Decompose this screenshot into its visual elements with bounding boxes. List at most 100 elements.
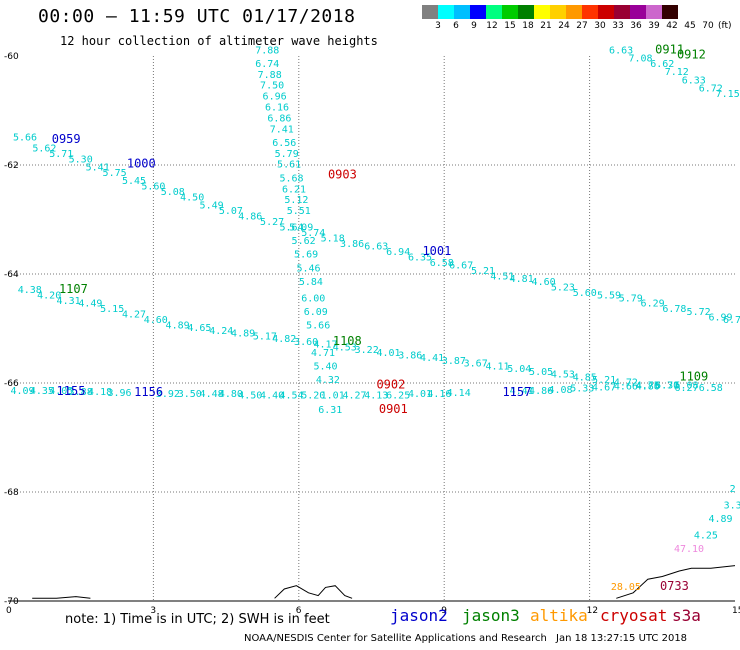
wave-height-label: 2 [730, 484, 736, 495]
wave-height-label: 4.50 [238, 390, 262, 401]
legend-s3a: s3a [672, 606, 701, 625]
wave-height-label: 5.51 [287, 206, 311, 217]
wave-height-label: 4.38 [18, 285, 42, 296]
wave-height-label: 4.50 [180, 192, 204, 203]
wave-height-label: 5.69 [294, 250, 318, 261]
wave-height-label: 5.41 [86, 163, 110, 174]
y-tick-label: -68 [4, 488, 19, 498]
colorbar-swatch [486, 5, 502, 19]
wave-height-label: 5.72 [687, 307, 711, 318]
colorbar-label: 21 [540, 21, 552, 31]
y-tick-label: -62 [4, 161, 19, 171]
wave-height-label: 4.85 [573, 372, 597, 383]
colorbar-label: 18 [522, 21, 534, 31]
colorbar-swatch [534, 5, 550, 19]
wave-height-label: 5.45 [122, 176, 146, 187]
colorbar-swatch [566, 5, 582, 19]
wave-height-label: 5.27 [260, 217, 284, 228]
footer-credit: NOAA/NESDIS Center for Satellite Applica… [244, 633, 547, 644]
wave-height-label: 4.24 [209, 326, 233, 337]
wave-height-label: 5.64 [279, 222, 303, 233]
wave-height-label: 4.65 [187, 323, 211, 334]
wave-height-label: 4.82 [272, 334, 296, 345]
x-tick-label: 9 [441, 606, 447, 616]
note-text: note: 1) Time is in UTC; 2) SWH is in fe… [65, 612, 330, 627]
wave-height-label: 6.35 [408, 252, 432, 263]
colorbar-label: 6 [453, 21, 459, 31]
wave-height-label: 4.08 [548, 385, 572, 396]
wave-height-label: 6.30 [655, 380, 679, 391]
time-label: 1157 [502, 385, 531, 399]
wave-height-label: 6.63 [609, 45, 633, 56]
coastline [32, 596, 91, 599]
wave-height-label: 6.25 [386, 390, 410, 401]
wave-height-label: 5.75 [103, 168, 127, 179]
wave-height-label: 7.88 [255, 45, 279, 56]
time-label: 0959 [52, 132, 81, 146]
time-label: 0902 [376, 377, 405, 391]
colorbar-label: 27 [576, 21, 588, 31]
wave-height-label: 5.60 [573, 288, 597, 299]
colorbar-swatch [422, 5, 438, 19]
wave-height-label: 6.67 [449, 261, 473, 272]
colorbar-label: 9 [471, 21, 477, 31]
wave-height-label: 4.48 [200, 389, 224, 400]
wave-height-label: 4.60 [532, 277, 556, 288]
y-tick-label: -66 [4, 379, 19, 389]
colorbar-swatch [438, 5, 454, 19]
wave-height-label: 3.86 [398, 351, 422, 362]
wave-height-label: 4.89 [708, 514, 732, 525]
colorbar-label: 3 [435, 21, 441, 31]
footer-timestamp: Jan 18 13:27:15 UTC 2018 [556, 633, 688, 644]
wave-height-label: 5.59 [597, 291, 621, 302]
time-label: 1109 [679, 369, 708, 383]
chart-subtitle: 12 hour collection of altimeter wave hei… [60, 34, 378, 48]
x-tick-label: 6 [296, 606, 302, 616]
wave-height-label: 4.89 [166, 321, 190, 332]
wave-height-label: 5.46 [296, 263, 320, 274]
wave-height-label: 4.09 [10, 386, 34, 397]
wave-height-label: 6.94 [386, 247, 410, 258]
wave-height-label: 6.27 [674, 383, 698, 394]
x-tick-label: 15 [732, 606, 740, 616]
time-label: 1107 [59, 282, 88, 296]
wave-height-label: 4.16 [427, 389, 451, 400]
wave-height-label: 5.18 [321, 233, 345, 244]
wave-height-label: 3.3 [724, 500, 740, 511]
colorbar-swatch [630, 5, 646, 19]
wave-height-label: 6.58 [699, 383, 723, 394]
colorbar-label: 12 [486, 21, 498, 31]
wave-height-label: 4.27 [122, 310, 146, 321]
wave-height-label: 5.04 [507, 364, 531, 375]
wave-height-label: 6.86 [267, 113, 291, 124]
wave-height-label: 5.62 [32, 143, 56, 154]
wave-height-label: 7.08 [628, 54, 652, 65]
colorbar-label: 36 [630, 21, 642, 31]
y-tick-label: -60 [4, 52, 19, 62]
wave-height-label: 4.41 [510, 386, 534, 397]
wave-height-label: 6.09 [304, 307, 328, 318]
wave-height-label: 4.86 [238, 212, 262, 223]
wave-height-label: 3.86 [340, 239, 364, 250]
wave-height-label: 5.07 [219, 206, 243, 217]
wave-height-label: 4.53 [333, 342, 357, 353]
wave-height-label: 4.40 [260, 390, 284, 401]
wave-height-label: 3.67 [464, 359, 488, 370]
wave-height-label: 4.25 [694, 530, 718, 541]
wave-height-label: 5.21 [471, 266, 495, 277]
colorbar-label: 30 [594, 21, 606, 31]
time-label: 0733 [660, 579, 689, 593]
time-label: 1000 [127, 157, 156, 171]
wave-height-label: 4.41 [420, 353, 444, 364]
wave-height-label: 5.71 [655, 380, 679, 391]
x-tick-label: 0 [6, 606, 12, 616]
wave-height-label: 4.60 [144, 315, 168, 326]
wave-height-label: 4.13 [364, 390, 388, 401]
wave-height-label: 5.09 [289, 222, 313, 233]
wave-height-label: 4.31 [57, 296, 81, 307]
x-tick-label: 3 [150, 606, 156, 616]
wave-height-label: 5.23 [551, 282, 575, 293]
time-label: 0911 [655, 42, 684, 56]
colorbar-label: 15 [504, 21, 516, 31]
